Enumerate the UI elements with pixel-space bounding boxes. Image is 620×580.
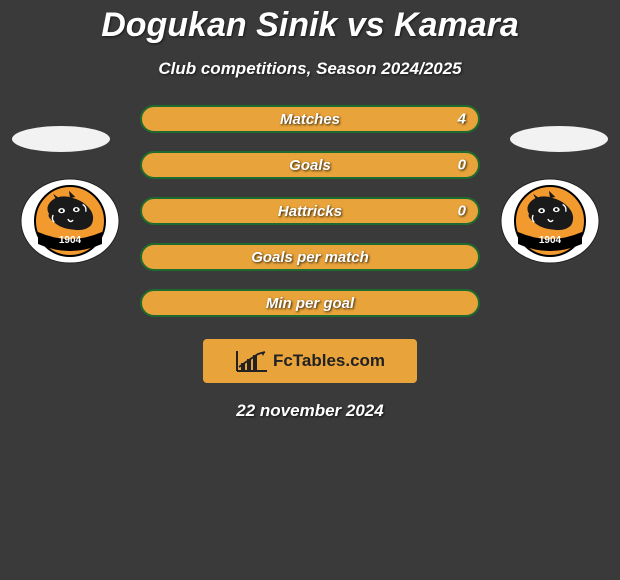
stat-row-min-per-goal: Min per goal	[140, 289, 480, 317]
bar-chart-icon	[235, 349, 269, 373]
stat-label: Hattricks	[278, 203, 342, 220]
svg-text:1904: 1904	[539, 235, 562, 246]
stat-label: Matches	[280, 111, 340, 128]
stat-value: 4	[458, 111, 466, 128]
fctables-label: FcTables.com	[273, 351, 385, 371]
stat-label: Goals	[289, 157, 331, 174]
subtitle: Club competitions, Season 2024/2025	[0, 59, 620, 79]
stat-row-goals: Goals 0	[140, 151, 480, 179]
stat-value: 0	[458, 157, 466, 174]
club-crest-icon: 1904	[20, 178, 120, 264]
club-crest-icon: 1904	[500, 178, 600, 264]
stat-value: 0	[458, 203, 466, 220]
right-player-ellipse	[510, 126, 608, 152]
page-title: Dogukan Sinik vs Kamara	[0, 0, 620, 45]
fctables-watermark: FcTables.com	[203, 339, 417, 383]
right-club-badge: 1904	[500, 178, 600, 264]
date-label: 22 november 2024	[0, 401, 620, 421]
stats-list: Matches 4 Goals 0 Hattricks 0 Goals per …	[140, 105, 480, 317]
svg-text:1904: 1904	[59, 235, 82, 246]
stat-row-goals-per-match: Goals per match	[140, 243, 480, 271]
left-player-ellipse	[12, 126, 110, 152]
comparison-card: Dogukan Sinik vs Kamara Club competition…	[0, 0, 620, 580]
stat-label: Min per goal	[266, 295, 354, 312]
stat-label: Goals per match	[251, 249, 369, 266]
stat-row-hattricks: Hattricks 0	[140, 197, 480, 225]
left-club-badge: 1904	[20, 178, 120, 264]
stat-row-matches: Matches 4	[140, 105, 480, 133]
